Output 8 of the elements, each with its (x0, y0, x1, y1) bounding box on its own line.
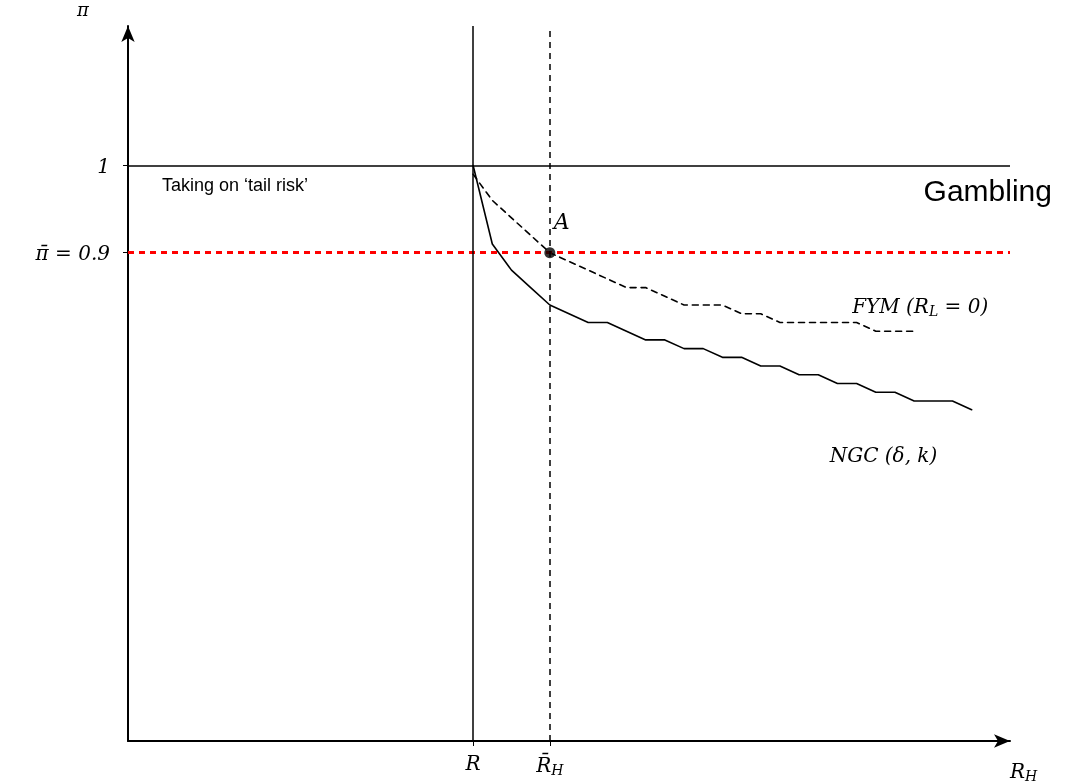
annotation: Gambling (923, 173, 1052, 207)
y-axis-title: π (76, 0, 91, 20)
annotation: A (551, 209, 570, 235)
x-tick-label: R (464, 751, 481, 775)
text: NGC (δ, k) (828, 442, 938, 467)
y-tick-label: 1 (97, 153, 110, 178)
annotation: Taking on ‘tail risk’ (162, 175, 309, 195)
y-tick-label: π̄ = 0.9 (34, 240, 111, 265)
